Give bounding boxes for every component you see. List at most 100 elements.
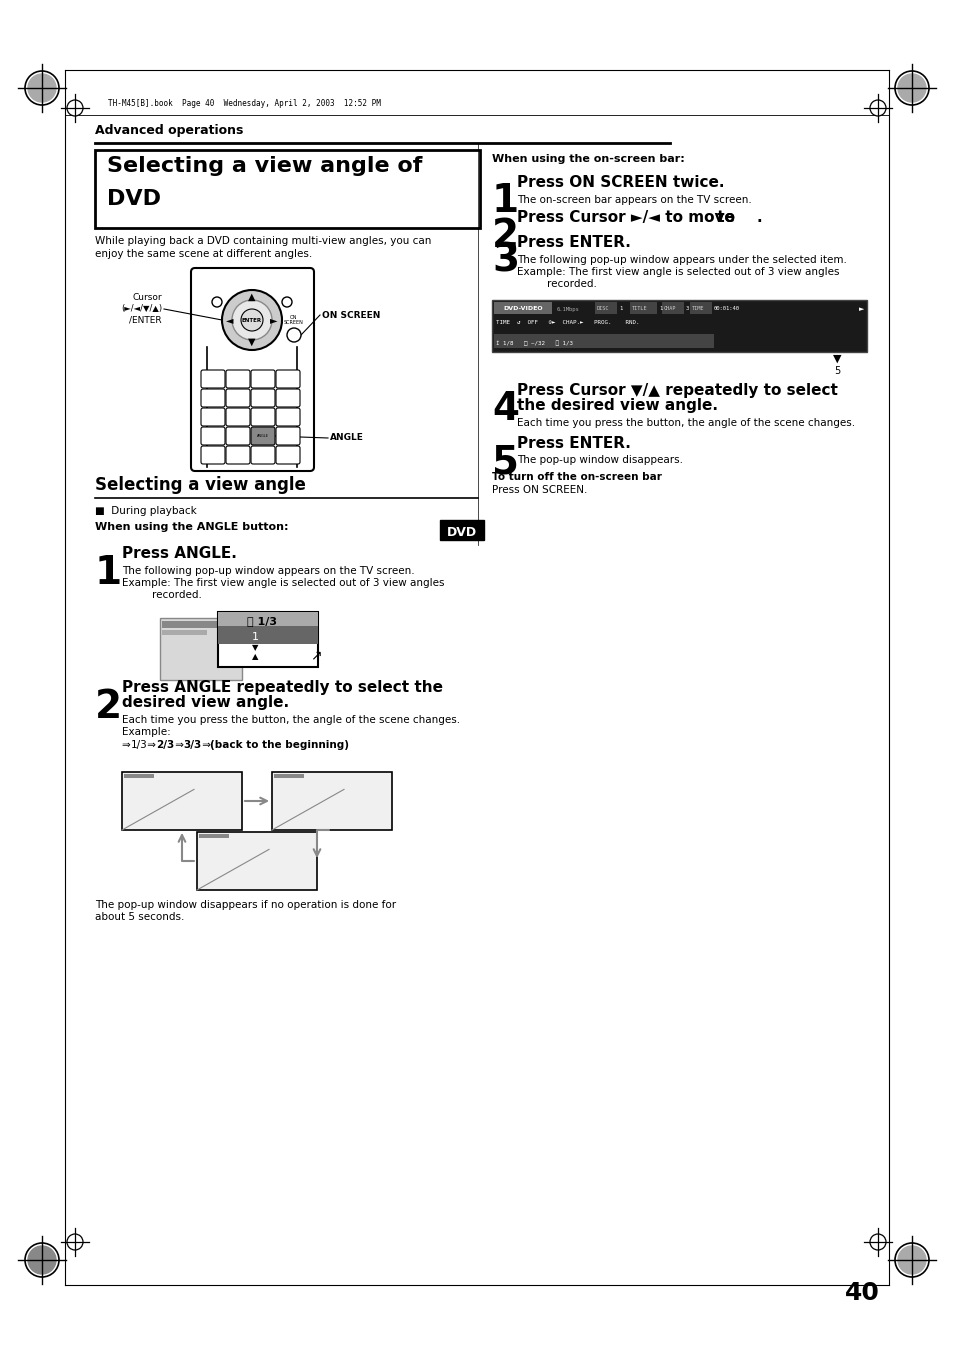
- Circle shape: [287, 328, 301, 342]
- Text: recorded.: recorded.: [546, 280, 597, 289]
- Circle shape: [67, 100, 83, 116]
- Text: (►/◄/▼/▲): (►/◄/▼/▲): [121, 304, 162, 313]
- Bar: [162, 630, 207, 635]
- FancyBboxPatch shape: [201, 427, 225, 444]
- Text: When using the on-screen bar:: When using the on-screen bar:: [492, 154, 684, 163]
- Text: Press Cursor ▼/▲ repeatedly to select: Press Cursor ▼/▲ repeatedly to select: [517, 382, 837, 399]
- Text: Example: The first view angle is selected out of 3 view angles: Example: The first view angle is selecte…: [517, 267, 839, 277]
- Text: 1: 1: [95, 554, 122, 592]
- Text: TH-M45[B].book  Page 40  Wednesday, April 2, 2003  12:52 PM: TH-M45[B].book Page 40 Wednesday, April …: [108, 99, 380, 108]
- Text: 1: 1: [618, 307, 621, 312]
- Text: The pop-up window disappears.: The pop-up window disappears.: [517, 455, 682, 465]
- Text: Press ENTER.: Press ENTER.: [517, 235, 630, 250]
- Text: ⇒: ⇒: [144, 740, 159, 750]
- Text: DVD: DVD: [446, 527, 476, 539]
- Bar: [218, 626, 317, 644]
- Text: (back to the beginning): (back to the beginning): [210, 740, 349, 750]
- FancyBboxPatch shape: [226, 408, 250, 426]
- Text: about 5 seconds.: about 5 seconds.: [95, 912, 184, 921]
- Bar: [689, 303, 711, 313]
- FancyBboxPatch shape: [201, 408, 225, 426]
- Text: Press ON SCREEN.: Press ON SCREEN.: [492, 485, 587, 494]
- Text: ►: ►: [270, 315, 277, 326]
- Text: ▼: ▼: [248, 336, 255, 347]
- Text: 1/3: 1/3: [131, 740, 148, 750]
- Bar: [196, 832, 316, 890]
- Text: 1: 1: [659, 307, 661, 312]
- Text: TIME: TIME: [691, 307, 703, 312]
- Text: To turn off the on-screen bar: To turn off the on-screen bar: [492, 471, 661, 482]
- Text: 5: 5: [492, 443, 518, 481]
- Circle shape: [67, 1233, 83, 1250]
- FancyBboxPatch shape: [226, 370, 250, 388]
- Text: ◄: ◄: [226, 315, 233, 326]
- FancyBboxPatch shape: [191, 267, 314, 471]
- Text: ▲: ▲: [252, 653, 258, 662]
- Text: 6.1Mbps: 6.1Mbps: [557, 307, 579, 312]
- Circle shape: [897, 74, 925, 101]
- FancyBboxPatch shape: [201, 370, 225, 388]
- Bar: [272, 771, 392, 830]
- FancyBboxPatch shape: [251, 408, 274, 426]
- Bar: [160, 617, 242, 680]
- Bar: [95, 150, 479, 228]
- Text: The following pop-up window appears under the selected item.: The following pop-up window appears unde…: [517, 255, 846, 265]
- FancyBboxPatch shape: [275, 427, 299, 444]
- Bar: [162, 621, 222, 628]
- Text: enjoy the same scene at different angles.: enjoy the same scene at different angles…: [95, 249, 312, 259]
- Text: ▲: ▲: [248, 292, 255, 303]
- Bar: [218, 612, 317, 667]
- Text: ▼: ▼: [252, 643, 258, 653]
- FancyBboxPatch shape: [275, 370, 299, 388]
- Text: Selecting a view angle of: Selecting a view angle of: [107, 155, 422, 176]
- Circle shape: [897, 1246, 925, 1274]
- FancyBboxPatch shape: [275, 389, 299, 407]
- Circle shape: [28, 74, 56, 101]
- Text: ENTER: ENTER: [242, 317, 262, 323]
- Circle shape: [28, 1246, 56, 1274]
- Text: 1: 1: [492, 182, 518, 220]
- Text: ⇒: ⇒: [122, 740, 133, 750]
- Circle shape: [222, 290, 282, 350]
- Text: 2: 2: [95, 688, 122, 725]
- Text: the desired view angle.: the desired view angle.: [517, 399, 718, 413]
- FancyBboxPatch shape: [275, 408, 299, 426]
- Text: While playing back a DVD containing multi-view angles, you can: While playing back a DVD containing mult…: [95, 236, 431, 246]
- Text: 40: 40: [844, 1281, 879, 1305]
- Text: 2/3: 2/3: [156, 740, 174, 750]
- Text: DISC: DISC: [597, 307, 609, 312]
- Circle shape: [869, 1233, 885, 1250]
- Bar: [274, 774, 304, 778]
- Text: ■  During playback: ■ During playback: [95, 507, 196, 516]
- Text: ON
SCREEN: ON SCREEN: [284, 315, 304, 326]
- Text: 3/3: 3/3: [183, 740, 201, 750]
- Text: ON SCREEN: ON SCREEN: [322, 311, 380, 319]
- FancyBboxPatch shape: [251, 446, 274, 463]
- Text: ↗: ↗: [310, 648, 321, 662]
- Text: Example: The first view angle is selected out of 3 view angles: Example: The first view angle is selecte…: [122, 578, 444, 588]
- Bar: [494, 303, 552, 313]
- Text: The pop-up window disappears if no operation is done for: The pop-up window disappears if no opera…: [95, 900, 395, 911]
- Text: 3: 3: [492, 242, 518, 280]
- Bar: [494, 334, 713, 349]
- Text: TITLE: TITLE: [631, 307, 647, 312]
- Text: The following pop-up window appears on the TV screen.: The following pop-up window appears on t…: [122, 566, 415, 576]
- Text: Press Cursor ►/◄ to move: Press Cursor ►/◄ to move: [517, 209, 744, 226]
- Text: ⇒: ⇒: [172, 740, 187, 750]
- Circle shape: [232, 300, 272, 340]
- Bar: [492, 300, 866, 353]
- Bar: [439, 520, 483, 540]
- Text: Press ANGLE.: Press ANGLE.: [122, 546, 236, 561]
- FancyBboxPatch shape: [201, 446, 225, 463]
- Text: Press ENTER.: Press ENTER.: [517, 436, 630, 451]
- Text: Selecting a view angle: Selecting a view angle: [95, 476, 306, 494]
- Text: 1: 1: [252, 632, 258, 642]
- Bar: [124, 774, 153, 778]
- Bar: [595, 303, 617, 313]
- Text: 4: 4: [492, 390, 518, 428]
- Text: ANGLE: ANGLE: [256, 434, 269, 438]
- Text: TIME  ↺  OFF   ⊙►  CHAP.►   PROG.    RND.: TIME ↺ OFF ⊙► CHAP.► PROG. RND.: [496, 319, 639, 324]
- Text: ▼: ▼: [832, 354, 841, 363]
- Text: /ENTER: /ENTER: [130, 316, 162, 324]
- FancyBboxPatch shape: [275, 446, 299, 463]
